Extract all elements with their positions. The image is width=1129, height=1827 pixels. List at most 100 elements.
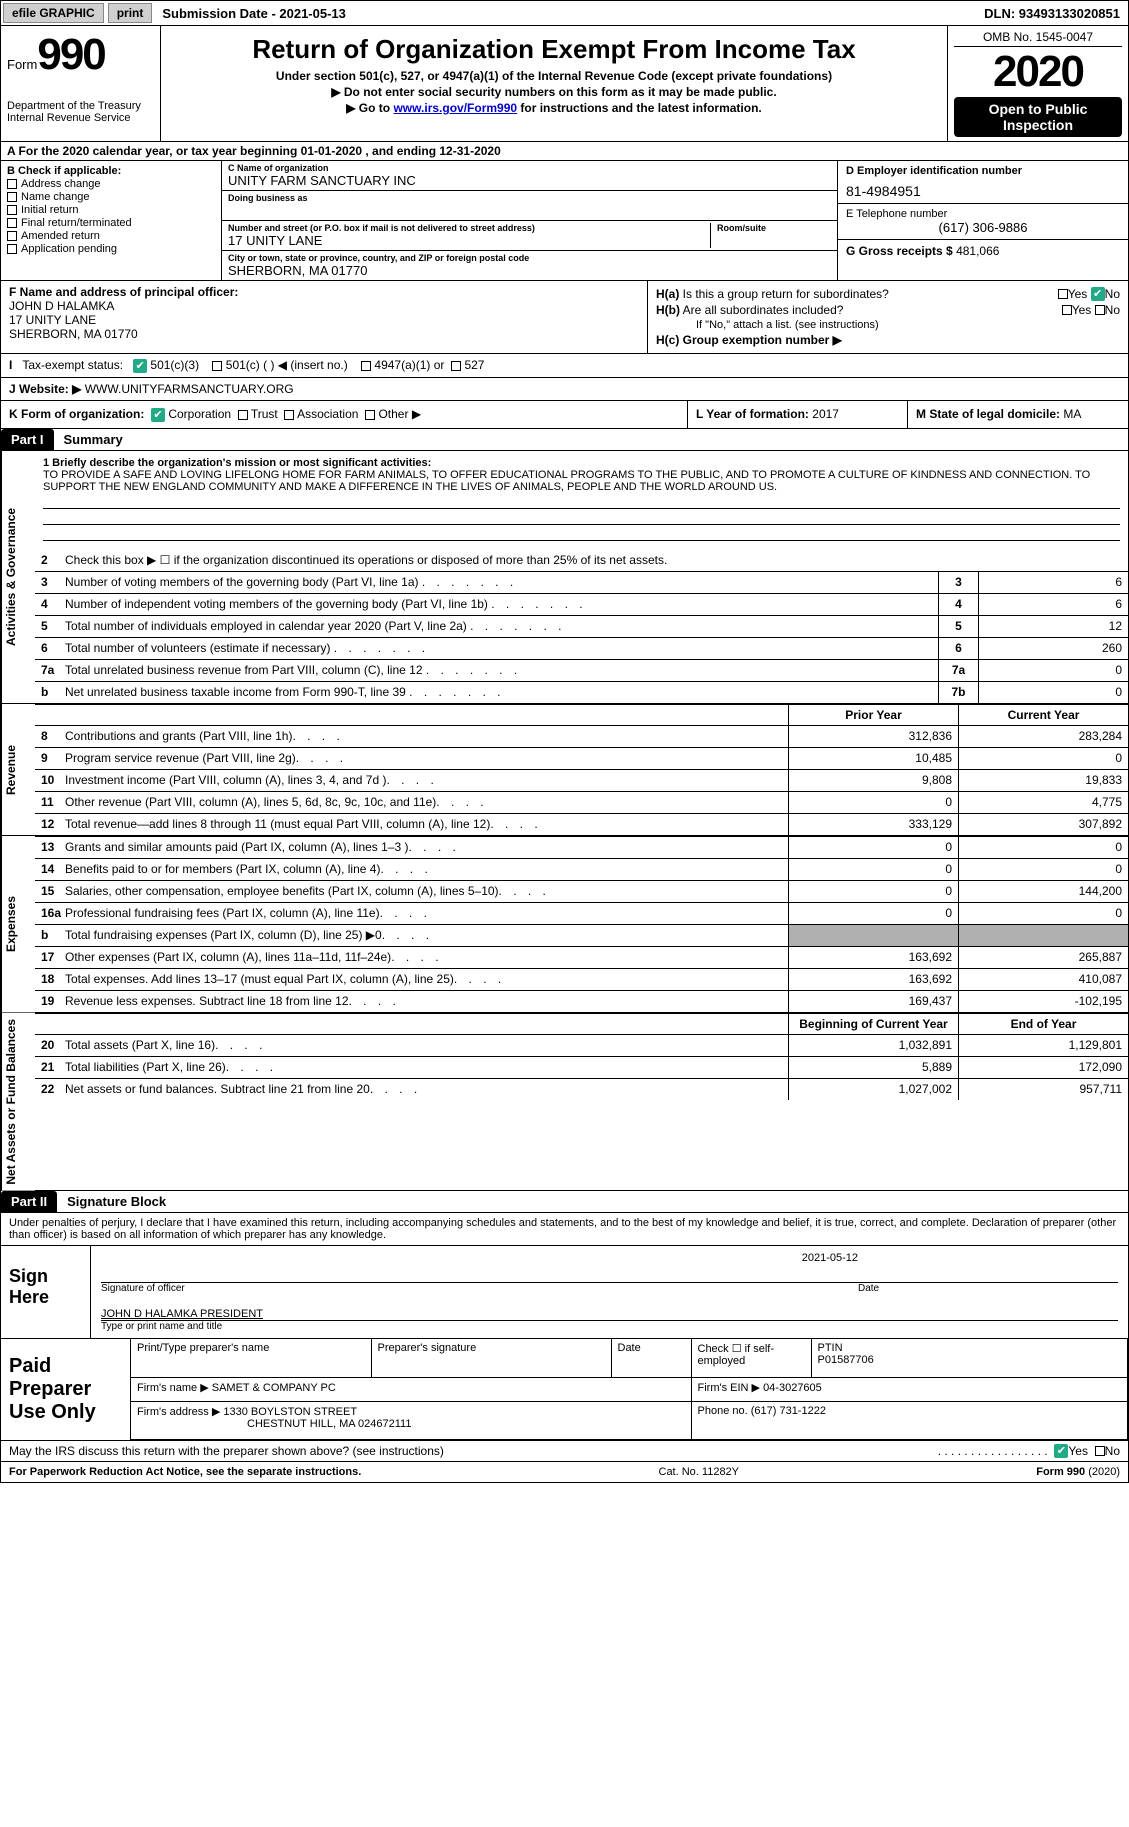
- may-yes-checked[interactable]: ✔: [1054, 1444, 1068, 1458]
- part-2-header: Part II Signature Block: [0, 1191, 1129, 1213]
- check-amended[interactable]: [7, 231, 17, 241]
- hb-no[interactable]: [1095, 305, 1105, 315]
- line-2: Check this box ▶ ☐ if the organization d…: [61, 551, 1128, 569]
- signature-block: Under penalties of perjury, I declare th…: [0, 1213, 1129, 1483]
- line-6: 6Total number of volunteers (estimate if…: [35, 637, 1128, 659]
- activities-governance-block: Activities & Governance 1 Briefly descri…: [0, 451, 1129, 704]
- k-association[interactable]: [284, 410, 294, 420]
- line-12: 12Total revenue—add lines 8 through 11 (…: [35, 813, 1128, 835]
- ha-yes[interactable]: [1058, 289, 1068, 299]
- dba: [228, 203, 831, 218]
- mission-text: TO PROVIDE A SAFE AND LOVING LIFELONG HO…: [43, 469, 1120, 493]
- section-c: C Name of organization UNITY FARM SANCTU…: [221, 161, 838, 280]
- sign-here-label: Sign Here: [1, 1246, 91, 1338]
- line-21: 21Total liabilities (Part X, line 26) . …: [35, 1056, 1128, 1078]
- line-13: 13Grants and similar amounts paid (Part …: [35, 836, 1128, 858]
- line-b: bTotal fundraising expenses (Part IX, co…: [35, 924, 1128, 946]
- line-18: 18Total expenses. Add lines 13–17 (must …: [35, 968, 1128, 990]
- officer-group-section: F Name and address of principal officer:…: [0, 281, 1129, 354]
- vlabel-revenue: Revenue: [1, 704, 35, 835]
- ha-no-checked[interactable]: ✔: [1091, 287, 1105, 301]
- k-other[interactable]: [365, 410, 375, 420]
- header-prior-year: Prior Year: [788, 705, 958, 725]
- form-header: Form990 Department of the Treasury Inter…: [0, 26, 1129, 142]
- check-final-return[interactable]: [7, 218, 17, 228]
- firm-address-2: CHESTNUT HILL, MA 024672111: [137, 1418, 685, 1430]
- form-title: Return of Organization Exempt From Incom…: [167, 34, 941, 65]
- preparer-table: Print/Type preparer's name Preparer's si…: [131, 1339, 1128, 1440]
- part-1-header: Part I Summary: [0, 429, 1129, 451]
- line-16a: 16aProfessional fundraising fees (Part I…: [35, 902, 1128, 924]
- line-11: 11Other revenue (Part VIII, column (A), …: [35, 791, 1128, 813]
- department-label: Department of the Treasury: [7, 100, 154, 112]
- ptin: P01587706: [818, 1354, 1122, 1366]
- dln-number: DLN: 93493133020851: [984, 6, 1128, 21]
- identity-section: B Check if applicable: Address change Na…: [0, 161, 1129, 281]
- tax-year: 2020: [954, 47, 1122, 97]
- header-current-year: Current Year: [958, 705, 1128, 725]
- check-name-change[interactable]: [7, 192, 17, 202]
- submission-date: Submission Date - 2021-05-13: [154, 6, 354, 21]
- officer-signed-name: JOHN D HALAMKA PRESIDENT: [101, 1308, 1118, 1320]
- line-3: 3Number of voting members of the governi…: [35, 571, 1128, 593]
- section-f: F Name and address of principal officer:…: [1, 281, 648, 353]
- may-no[interactable]: [1095, 1446, 1105, 1456]
- org-name: UNITY FARM SANCTUARY INC: [228, 173, 831, 188]
- 501c3-checked[interactable]: ✔: [133, 359, 147, 373]
- omb-number: OMB No. 1545-0047: [954, 30, 1122, 47]
- vlabel-netassets: Net Assets or Fund Balances: [1, 1013, 35, 1191]
- line-b: bNet unrelated business taxable income f…: [35, 681, 1128, 703]
- line-22: 22Net assets or fund balances. Subtract …: [35, 1078, 1128, 1100]
- subtitle-2: ▶ Do not enter social security numbers o…: [167, 85, 941, 99]
- state-domicile: MA: [1063, 407, 1081, 421]
- firm-phone: (617) 731-1222: [751, 1405, 826, 1417]
- street-address: 17 UNITY LANE: [228, 233, 704, 248]
- line-17: 17Other expenses (Part IX, column (A), l…: [35, 946, 1128, 968]
- section-b: B Check if applicable: Address change Na…: [1, 161, 221, 280]
- check-pending[interactable]: [7, 244, 17, 254]
- page-footer: For Paperwork Reduction Act Notice, see …: [1, 1461, 1128, 1482]
- row-j-website: J Website: ▶ WWW.UNITYFARMSANCTUARY.ORG: [0, 378, 1129, 401]
- row-k-l-m: K Form of organization: ✔ Corporation Tr…: [0, 401, 1129, 429]
- perjury-statement: Under penalties of perjury, I declare th…: [1, 1213, 1128, 1245]
- header-begin-year: Beginning of Current Year: [788, 1014, 958, 1034]
- 4947a1[interactable]: [361, 361, 371, 371]
- line-15: 15Salaries, other compensation, employee…: [35, 880, 1128, 902]
- efile-label: efile GRAPHIC: [3, 3, 104, 23]
- row-i-tax-status: I Tax-exempt status: ✔ 501(c)(3) 501(c) …: [0, 354, 1129, 378]
- vlabel-governance: Activities & Governance: [1, 451, 35, 703]
- print-button[interactable]: print: [108, 3, 153, 23]
- website-url: WWW.UNITYFARMSANCTUARY.ORG: [85, 382, 294, 396]
- may-discuss-row: May the IRS discuss this return with the…: [1, 1440, 1128, 1461]
- phone: (617) 306-9886: [846, 220, 1120, 235]
- gross-receipts: 481,066: [956, 244, 999, 258]
- form-number: Form990: [7, 30, 154, 80]
- line-9: 9Program service revenue (Part VIII, lin…: [35, 747, 1128, 769]
- subtitle-3: ▶ Go to www.irs.gov/Form990 for instruct…: [167, 101, 941, 115]
- line-10: 10Investment income (Part VIII, column (…: [35, 769, 1128, 791]
- officer-street: 17 UNITY LANE: [9, 313, 639, 327]
- expenses-block: Expenses 13Grants and similar amounts pa…: [0, 836, 1129, 1013]
- 527[interactable]: [451, 361, 461, 371]
- line-4: 4Number of independent voting members of…: [35, 593, 1128, 615]
- officer-city: SHERBORN, MA 01770: [9, 327, 639, 341]
- revenue-block: Revenue Prior Year Current Year 8Contrib…: [0, 704, 1129, 836]
- instructions-link[interactable]: www.irs.gov/Form990: [393, 101, 517, 115]
- line-7a: 7aTotal unrelated business revenue from …: [35, 659, 1128, 681]
- line-20: 20Total assets (Part X, line 16) . . . .…: [35, 1034, 1128, 1056]
- line-14: 14Benefits paid to or for members (Part …: [35, 858, 1128, 880]
- firm-name: SAMET & COMPANY PC: [212, 1382, 336, 1394]
- sig-date: 2021-05-12: [101, 1252, 1118, 1264]
- irs-label: Internal Revenue Service: [7, 112, 154, 124]
- firm-ein: 04-3027605: [763, 1382, 822, 1394]
- vlabel-expenses: Expenses: [1, 836, 35, 1012]
- 501c-other[interactable]: [212, 361, 222, 371]
- check-initial-return[interactable]: [7, 205, 17, 215]
- k-corporation[interactable]: ✔: [151, 408, 165, 422]
- city-state-zip: SHERBORN, MA 01770: [228, 263, 831, 278]
- row-a-period: A For the 2020 calendar year, or tax yea…: [0, 142, 1129, 161]
- ein: 81-4984951: [846, 183, 1120, 199]
- k-trust[interactable]: [238, 410, 248, 420]
- hb-yes[interactable]: [1062, 305, 1072, 315]
- check-address-change[interactable]: [7, 179, 17, 189]
